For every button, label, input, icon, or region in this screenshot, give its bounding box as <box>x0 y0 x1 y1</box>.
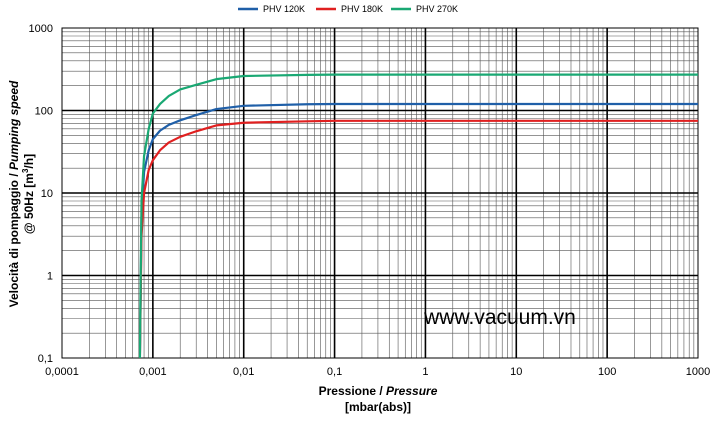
x-tick-label: 10 <box>510 366 522 378</box>
y-tick-label: 10 <box>41 188 53 200</box>
x-tick-label: 0,0001 <box>45 366 79 378</box>
y-tick-label: 0,1 <box>38 353 53 365</box>
legend-label: PHV 120K <box>263 4 305 14</box>
x-tick-label: 0,01 <box>233 366 254 378</box>
legend: PHV 120K PHV 180K PHV 270K <box>238 4 458 14</box>
y-axis-label-main: Velocità di pompaggio / <box>7 170 21 307</box>
y-tick-label: 100 <box>35 106 53 118</box>
x-tick-label: 100 <box>598 366 616 378</box>
y-tick-label: 1 <box>47 271 53 283</box>
major-grid <box>62 28 698 358</box>
x-tick-label: 1000 <box>686 366 710 378</box>
x-axis-label-italic: Pressure <box>386 384 438 398</box>
series-lines <box>138 73 698 359</box>
y-tick-labels: 0,1 1 10 100 1000 <box>29 23 53 365</box>
legend-label: PHV 270K <box>416 4 458 14</box>
x-tick-labels: 0,0001 0,001 0,01 0,1 1 10 100 1000 <box>45 366 710 378</box>
legend-label: PHV 180K <box>341 4 383 14</box>
y-axis-label-sup: 3 <box>21 168 30 173</box>
series-line-phv-180k <box>138 119 698 359</box>
plot-frame <box>61 27 699 359</box>
x-axis-unit: [mbar(abs)] <box>345 400 411 414</box>
series-line-phv-120k <box>138 102 698 359</box>
y-axis-label-pre: @ 50Hz [m <box>22 173 36 234</box>
y-axis-label-line2: @ 50Hz [m3/h] <box>21 154 36 234</box>
series-line-phv-270k <box>138 73 698 359</box>
y-axis-label-post: /h] <box>22 154 36 169</box>
x-axis-label-main: Pressione / <box>319 384 386 398</box>
x-axis-label: Pressione / Pressure <box>319 384 438 398</box>
y-axis-label-italic: Pumping speed <box>7 80 21 170</box>
y-tick-label: 1000 <box>29 23 53 35</box>
x-tick-label: 1 <box>422 366 428 378</box>
x-tick-label: 0,001 <box>139 366 167 378</box>
y-axis-label-line1: Velocità di pompaggio / Pumping speed <box>7 80 21 307</box>
watermark: www.vacuum.vn <box>423 306 576 329</box>
x-tick-label: 0,1 <box>327 366 342 378</box>
